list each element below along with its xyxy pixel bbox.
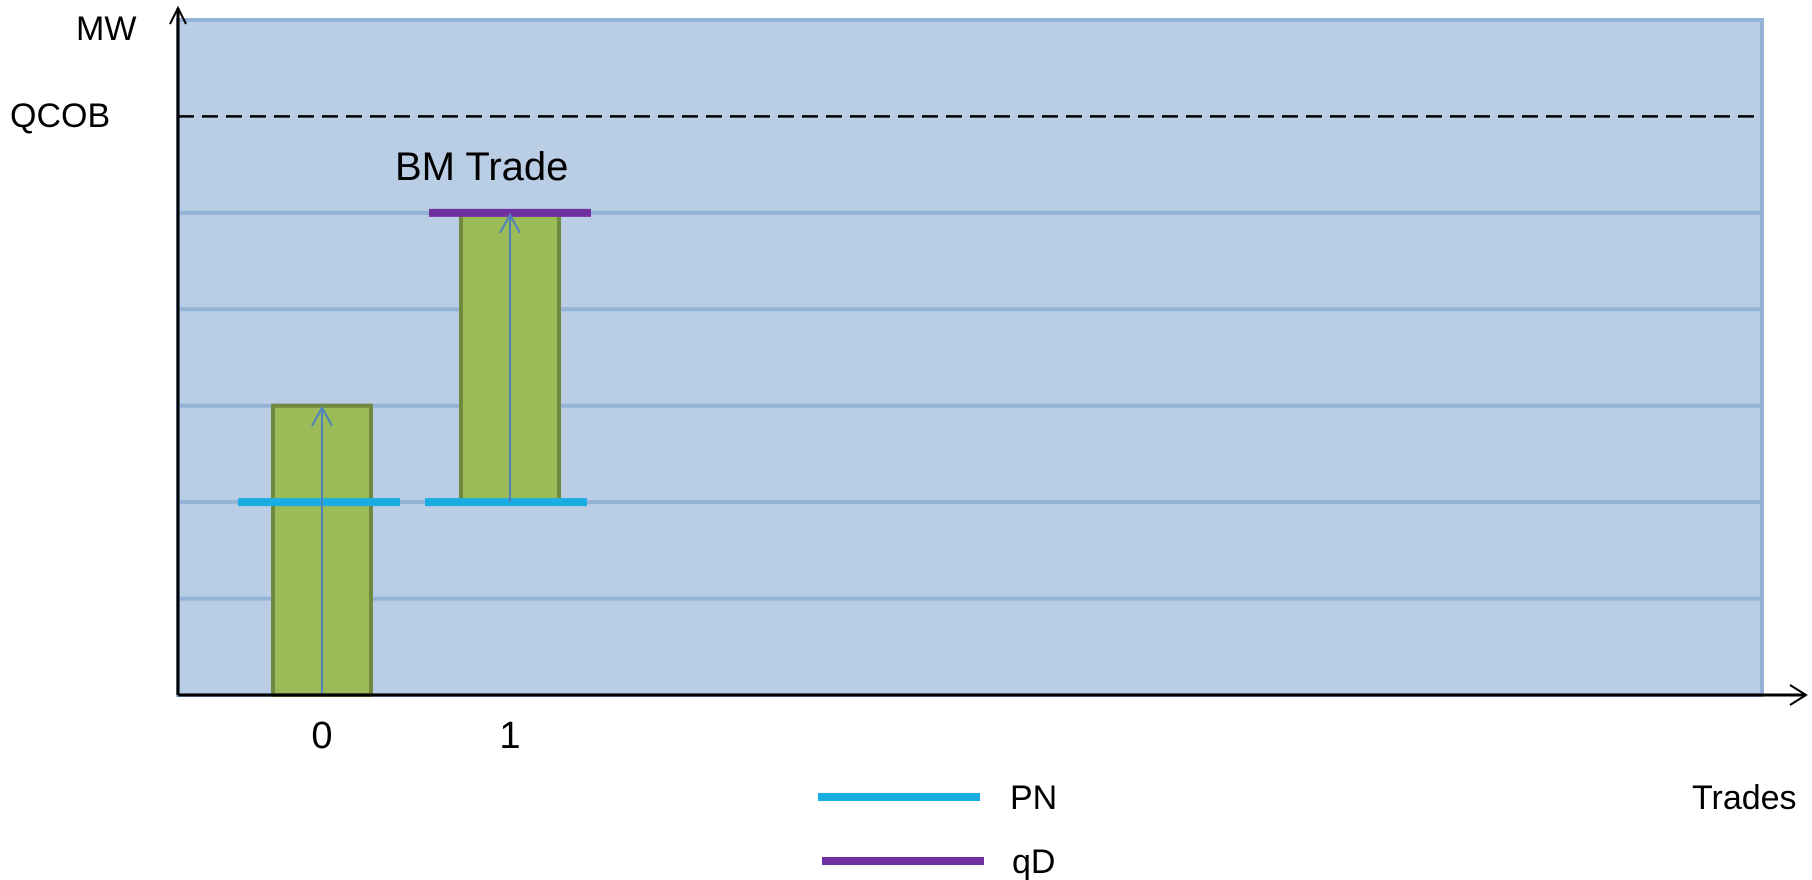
y-axis-arrowhead: [169, 5, 187, 25]
tick-label-1: 1: [499, 715, 520, 757]
x-axis-arrowhead: [1789, 684, 1808, 706]
y-axis-label: MW: [76, 10, 136, 48]
arrow-head: [499, 212, 521, 234]
bars: [271, 210, 561, 697]
qcob-label: QCOB: [10, 97, 110, 135]
bar-arrows: [311, 212, 521, 695]
bar-arrow: [311, 405, 333, 695]
arrow-head: [311, 405, 333, 427]
legend-pn-label: PN: [1010, 779, 1057, 817]
axes: [169, 5, 1808, 706]
bar-arrow: [499, 212, 521, 503]
x-axis-label: Trades: [1692, 779, 1797, 817]
tick-label-0: 0: [311, 715, 332, 757]
legend-qd-label: qD: [1012, 843, 1055, 880]
bm-trade-label: BM Trade: [395, 145, 568, 189]
plot-area: [176, 18, 1764, 697]
